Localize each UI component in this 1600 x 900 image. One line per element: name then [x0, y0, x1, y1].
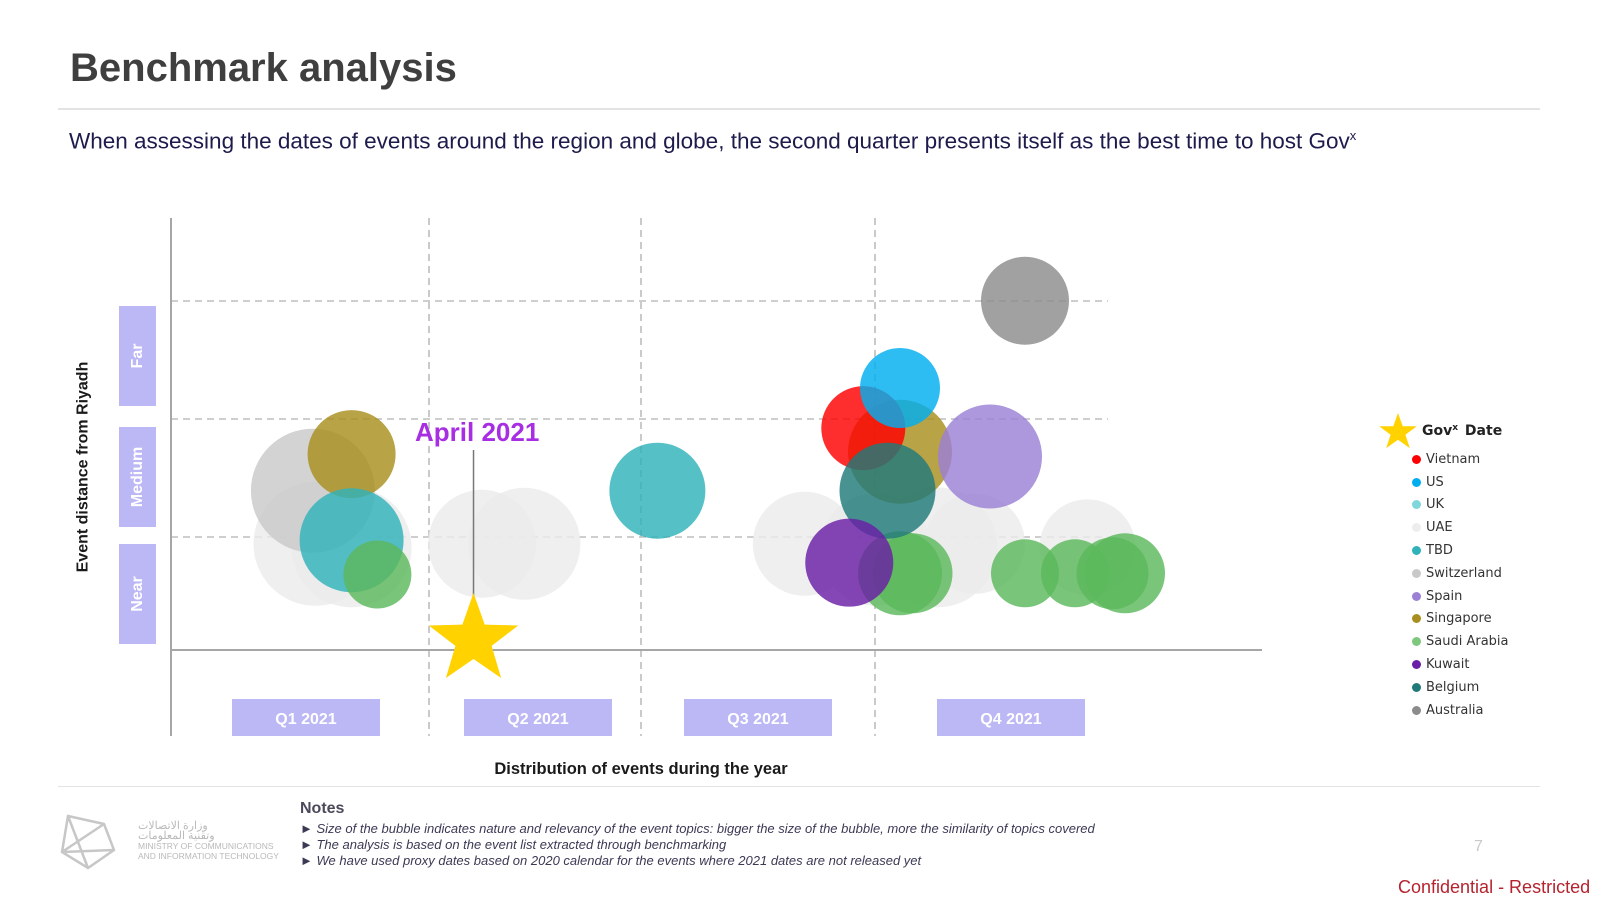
legend-label: Switzerland: [1426, 565, 1502, 581]
distance-label: Medium: [129, 447, 146, 507]
legend-item: TBD: [1412, 539, 1509, 562]
bubble-saudi-arabia: [991, 539, 1059, 608]
quarter-label: Q4 2021: [980, 711, 1041, 728]
legend-label: UAE: [1426, 520, 1453, 536]
legend-item: Belgium: [1412, 676, 1509, 699]
legend-label: TBD: [1426, 543, 1453, 559]
ministry-logo: وزارة الاتصالات وتقنية المعلومات MINISTR…: [58, 810, 279, 872]
legend-item: Australia: [1412, 699, 1509, 722]
legend-label: Saudi Arabia: [1426, 634, 1509, 650]
distance-label: Far: [129, 344, 146, 369]
legend-swatch: [1412, 705, 1421, 715]
legend-label: UK: [1426, 497, 1445, 513]
bubble-saudi-arabia: [343, 540, 412, 609]
quarter-label-box: [937, 699, 1085, 736]
notes-section: Notes ► Size of the bubble indicates nat…: [300, 800, 1095, 869]
legend-item: Switzerland: [1412, 562, 1509, 585]
quarter-label: Q1 2021: [275, 711, 336, 728]
legend-item: Singapore: [1412, 608, 1509, 631]
note-item: ► The analysis is based on the event lis…: [300, 837, 727, 852]
annotation-april-2021: April 2021: [415, 417, 539, 447]
page-number: 7: [1474, 838, 1483, 855]
gov-date-star: [428, 593, 519, 678]
legend-item: Kuwait: [1412, 653, 1509, 676]
legend-swatch: [1412, 523, 1421, 533]
confidentiality-label: Confidential - Restricted: [1398, 877, 1591, 897]
notes-divider: [58, 786, 1540, 787]
bubble-saudi-arabia: [872, 533, 953, 614]
legend-swatch: [1412, 546, 1421, 556]
legend-swatch: [1412, 682, 1421, 692]
legend-item: Saudi Arabia: [1412, 630, 1509, 653]
legend-item: Spain: [1412, 585, 1509, 608]
page-subtitle: When assessing the dates of events aroun…: [69, 128, 1356, 155]
legend-swatch: [1412, 477, 1421, 487]
distance-label: Near: [129, 576, 146, 612]
legend-swatch: [1412, 500, 1421, 510]
legend-item: Vietnam: [1412, 448, 1509, 471]
note-item: ► Size of the bubble indicates nature an…: [300, 821, 1095, 836]
logo-emblem-icon: [60, 814, 116, 870]
legend-item: US: [1412, 471, 1509, 494]
legend-swatch: [1412, 568, 1421, 578]
bubble-singapore: [307, 410, 396, 499]
bubble-us: [860, 348, 940, 429]
legend-label: Vietnam: [1426, 451, 1481, 467]
bubble-tbd: [609, 442, 706, 539]
legend-swatch: [1412, 454, 1421, 464]
legend-label: US: [1426, 474, 1444, 490]
logo-text: وزارة الاتصالات وتقنية المعلومات MINISTR…: [138, 820, 279, 862]
y-axis-title: Event distance from Riyadh: [75, 362, 92, 573]
legend-item: UAE: [1412, 516, 1509, 539]
title-divider: [58, 108, 1540, 110]
legend-swatch: [1412, 660, 1421, 670]
legend-gov-date: Govx Date: [1378, 413, 1509, 449]
notes-title: Notes: [300, 800, 345, 817]
x-axis-title: Distribution of events during the year: [494, 760, 788, 778]
subtitle-text: When assessing the dates of events aroun…: [69, 128, 1350, 154]
bubble-spain: [938, 404, 1042, 509]
legend-label: Belgium: [1426, 679, 1480, 695]
legend-gov-label: Govx Date: [1422, 422, 1503, 440]
quarter-label-box: [232, 699, 380, 736]
quarter-label-box: [464, 699, 612, 736]
bubble-belgium: [839, 442, 936, 539]
distance-label-box: [119, 544, 156, 644]
quarter-label-box: [684, 699, 832, 736]
page-title: Benchmark analysis: [70, 46, 457, 90]
note-item: ► We have used proxy dates based on 2020…: [300, 853, 922, 868]
legend-label: Australia: [1426, 702, 1484, 718]
legend-label: Kuwait: [1426, 657, 1470, 673]
distance-label-box: [119, 306, 156, 406]
legend-swatch: [1412, 591, 1421, 601]
legend-label: Spain: [1426, 588, 1463, 604]
chart-labels: April 2021 Q1 2021 Q2 2021 Q3 2021 Q4 2021 Ne…: [75, 306, 1085, 778]
distance-label-box: [119, 427, 156, 527]
bubble-saudi-arabia: [1085, 533, 1165, 614]
quarter-label: Q2 2021: [507, 711, 568, 728]
legend-swatch: [1412, 637, 1421, 647]
star-icon: [1379, 413, 1417, 449]
bubble-australia: [981, 256, 1069, 345]
legend-item: UK: [1412, 494, 1509, 517]
chart-axes: [170, 218, 1262, 736]
chart-bubbles: [250, 256, 1165, 616]
chart-legend: Govx Date Vietnam US UK UAE TBD Switzerland Sp…: [1378, 413, 1509, 722]
subtitle-superscript: x: [1349, 128, 1357, 143]
legend-label: Singapore: [1426, 611, 1492, 627]
legend-swatch: [1412, 614, 1421, 624]
bubble-uae: [468, 487, 581, 600]
quarter-label: Q3 2021: [727, 711, 788, 728]
bubble-kuwait: [805, 518, 894, 607]
